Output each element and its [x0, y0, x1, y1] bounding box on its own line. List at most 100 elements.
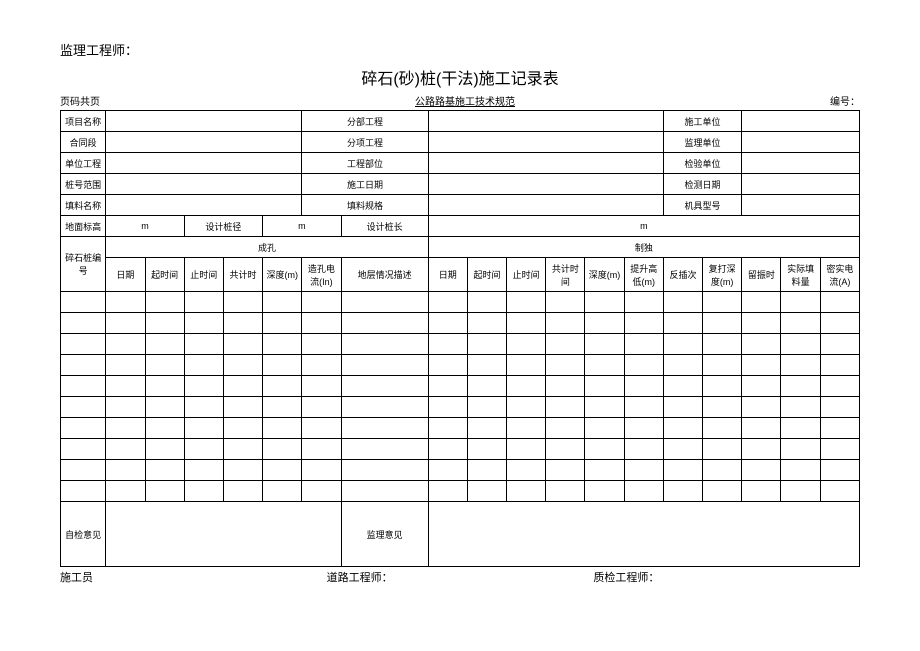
data-cell — [145, 376, 184, 397]
data-cell — [263, 397, 302, 418]
data-cell — [106, 481, 145, 502]
data-cell — [341, 439, 428, 460]
data-cell — [703, 439, 742, 460]
data-cell — [546, 376, 585, 397]
supervisor-opinion-value — [428, 502, 859, 567]
data-cell — [302, 292, 341, 313]
data-cell — [428, 376, 467, 397]
info-value — [428, 111, 663, 132]
info-label: 施工单位 — [663, 111, 741, 132]
data-cell — [428, 460, 467, 481]
data-cell — [703, 313, 742, 334]
length-value: m — [428, 216, 859, 237]
data-cell — [546, 481, 585, 502]
data-cell — [742, 397, 781, 418]
info-value — [106, 153, 302, 174]
info-label: 检验单位 — [663, 153, 741, 174]
info-value — [742, 132, 860, 153]
data-cell — [781, 292, 820, 313]
data-cell — [61, 418, 106, 439]
data-cell — [663, 439, 702, 460]
data-cell — [663, 355, 702, 376]
data-cell — [624, 439, 663, 460]
data-cell — [467, 313, 506, 334]
data-cell — [624, 376, 663, 397]
data-cell — [703, 397, 742, 418]
data-cell — [585, 481, 624, 502]
data-cell — [263, 334, 302, 355]
data-cell — [624, 481, 663, 502]
data-cell — [585, 292, 624, 313]
table-row — [61, 334, 860, 355]
data-cell — [546, 313, 585, 334]
data-cell — [263, 460, 302, 481]
info-value — [106, 195, 302, 216]
data-cell — [145, 292, 184, 313]
data-cell — [467, 418, 506, 439]
data-cell — [820, 418, 859, 439]
data-cell — [61, 355, 106, 376]
data-cell — [546, 292, 585, 313]
info-row: 合同段分项工程监理单位 — [61, 132, 860, 153]
data-cell — [145, 481, 184, 502]
tamp-col-header: 止时间 — [507, 258, 546, 292]
info-value — [428, 174, 663, 195]
data-cell — [184, 481, 223, 502]
data-cell — [703, 481, 742, 502]
table-row — [61, 355, 860, 376]
pile-id-header: 碎石桩编号 — [61, 237, 106, 292]
data-cell — [585, 376, 624, 397]
data-cell — [428, 355, 467, 376]
tamp-col-header: 反插次 — [663, 258, 702, 292]
data-cell — [742, 481, 781, 502]
info-label: 分部工程 — [302, 111, 428, 132]
dimension-row: 地面标高 m 设计桩径 m 设计桩长 m — [61, 216, 860, 237]
table-row — [61, 397, 860, 418]
data-cell — [546, 439, 585, 460]
hole-col-header: 日期 — [106, 258, 145, 292]
data-cell — [820, 397, 859, 418]
supervisor-label: 监理工程师： — [60, 40, 860, 59]
info-label: 单位工程 — [61, 153, 106, 174]
data-cell — [742, 292, 781, 313]
data-cell — [106, 397, 145, 418]
tamp-col-header: 留振时 — [742, 258, 781, 292]
info-value — [428, 153, 663, 174]
table-row — [61, 292, 860, 313]
data-cell — [507, 334, 546, 355]
diameter-label: 设计桩径 — [184, 216, 262, 237]
data-cell — [742, 313, 781, 334]
data-cell — [223, 376, 262, 397]
data-cell — [507, 397, 546, 418]
data-cell — [624, 355, 663, 376]
tamp-col-header: 深度(m) — [585, 258, 624, 292]
tamp-col-header: 复打深度(m) — [703, 258, 742, 292]
table-row — [61, 439, 860, 460]
elevation-value: m — [106, 216, 184, 237]
info-row: 桩号范围施工日期检测日期 — [61, 174, 860, 195]
data-cell — [223, 418, 262, 439]
info-value — [428, 195, 663, 216]
data-cell — [184, 460, 223, 481]
hole-col-header: 地层情况描述 — [341, 258, 428, 292]
hole-col-header: 造孔电流(In) — [302, 258, 341, 292]
data-cell — [61, 481, 106, 502]
data-cell — [263, 292, 302, 313]
data-cell — [428, 334, 467, 355]
data-cell — [341, 418, 428, 439]
data-cell — [585, 418, 624, 439]
data-cell — [742, 334, 781, 355]
data-cell — [820, 460, 859, 481]
data-cell — [742, 355, 781, 376]
data-cell — [820, 355, 859, 376]
road-engineer-sign: 道路工程师： — [327, 569, 594, 585]
data-cell — [467, 439, 506, 460]
data-cell — [184, 334, 223, 355]
info-label: 桩号范围 — [61, 174, 106, 195]
data-cell — [585, 334, 624, 355]
hole-col-header: 共计时 — [223, 258, 262, 292]
data-cell — [106, 313, 145, 334]
group-header-row: 碎石桩编号 成孔 制独 — [61, 237, 860, 258]
data-cell — [742, 439, 781, 460]
data-cell — [184, 439, 223, 460]
